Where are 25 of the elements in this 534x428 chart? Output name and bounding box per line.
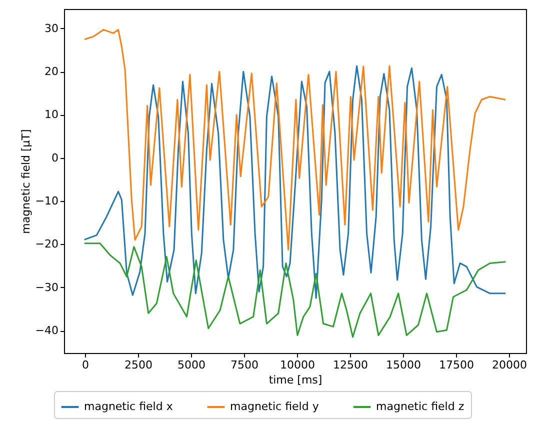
y-tick-label: 20 [44, 65, 58, 78]
y-tick-label: −10 [35, 194, 58, 208]
legend-label: magnetic field y [230, 400, 320, 413]
y-tick-label: 10 [44, 108, 58, 122]
y-tick-label: −20 [35, 238, 58, 251]
legend-label: magnetic field x [84, 400, 174, 413]
x-tick-label: 17500 [439, 358, 474, 372]
y-tick-label: −40 [35, 324, 58, 338]
x-tick-label: 15000 [386, 358, 422, 372]
y-tick-label: 30 [44, 22, 58, 35]
y-tick-label: −30 [35, 280, 58, 294]
y-tick-label: 0 [52, 151, 58, 164]
x-tick-label: 2500 [124, 358, 152, 372]
x-tick-label: 5000 [178, 358, 206, 372]
line-series [84, 65, 506, 299]
line-series [84, 28, 506, 251]
x-tick-label: 12500 [333, 358, 368, 372]
x-axis-title: time [ms] [268, 374, 322, 386]
x-tick-label: 20000 [492, 358, 528, 372]
x-tick-label: 7500 [230, 358, 259, 372]
y-axis-title: magnetic field [μT] [19, 129, 32, 234]
x-tick-label: 10000 [280, 358, 316, 372]
line-series [84, 242, 506, 338]
x-tick-label: 0 [82, 358, 89, 372]
legend-label: magnetic field z [376, 400, 464, 413]
